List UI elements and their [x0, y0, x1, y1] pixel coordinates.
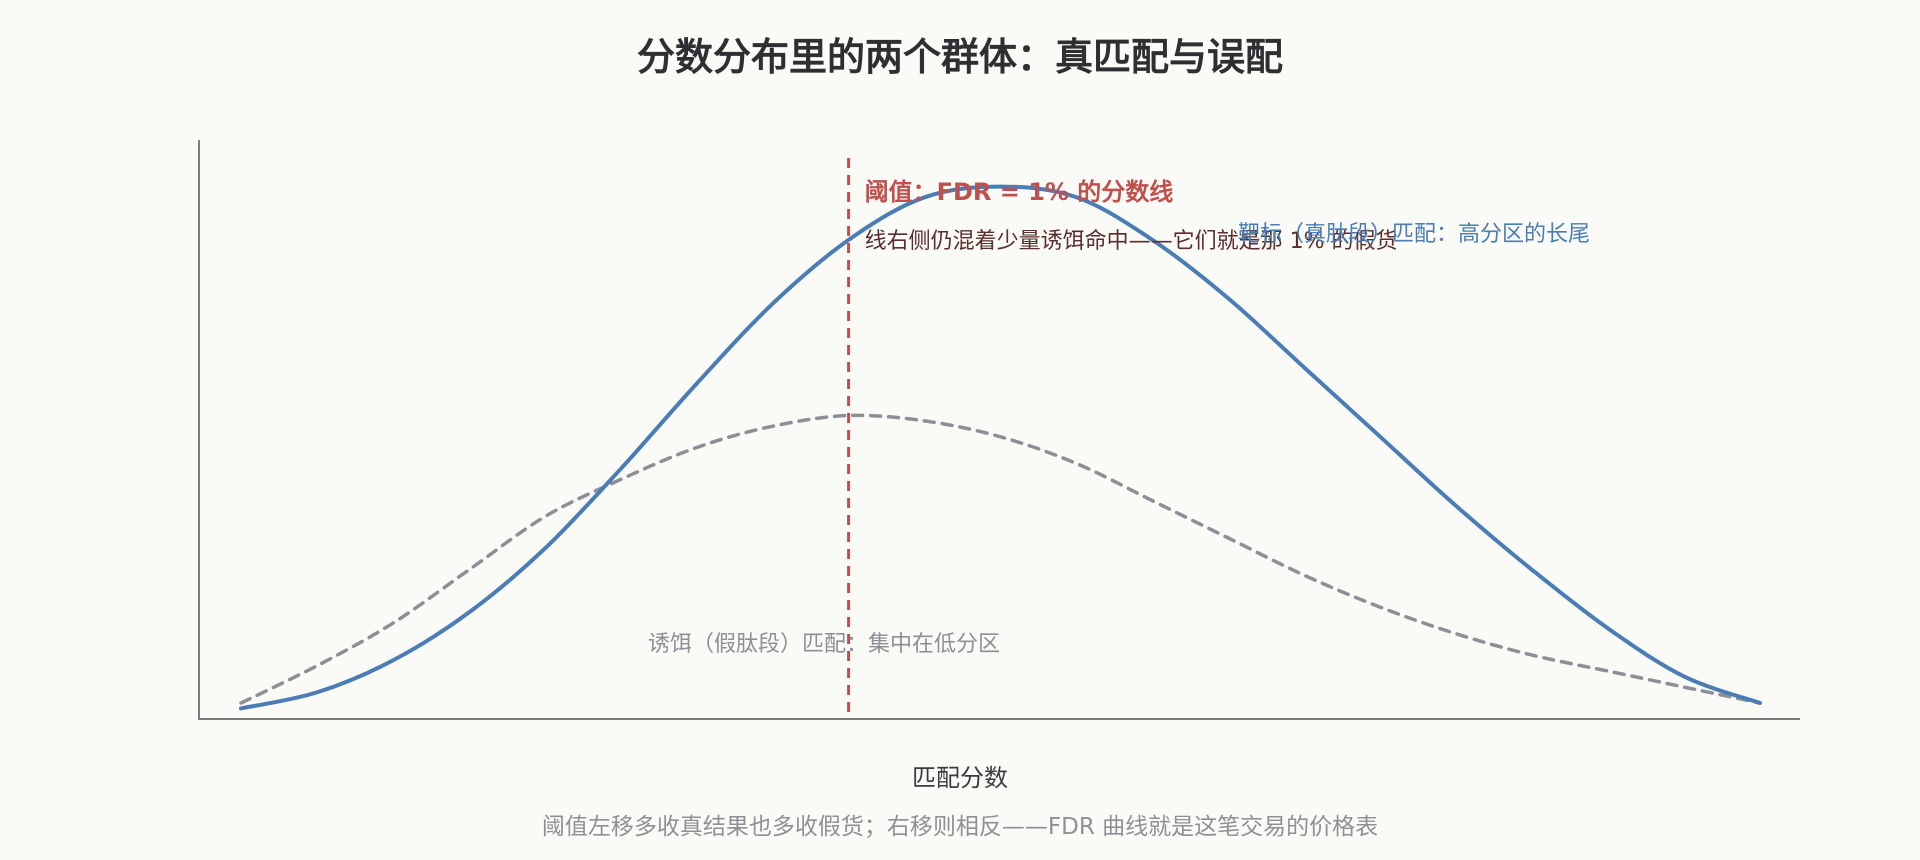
decoy-series-line — [239, 413, 1762, 705]
chart-title: 分数分布里的两个群体：真匹配与误配 — [636, 35, 1283, 79]
chart-caption: 阈值左移多收真结果也多收假货；右移则相反——FDR 曲线就是这笔交易的价格表 — [541, 814, 1379, 840]
x-axis-label: 匹配分数 — [912, 764, 1008, 792]
threshold-label: 阈值：FDR = 1% 的分数线 — [865, 178, 1174, 206]
threshold-note: 线右侧仍混着少量诱饵命中——它们就是那 1% 的假货 — [865, 229, 1398, 254]
target-series-label: 靶标（真肽段）匹配：高分区的长尾 — [1238, 222, 1590, 247]
target-series-line — [239, 184, 1762, 711]
decoy-series-label: 诱饵（假肽段）匹配：集中在低分区 — [648, 632, 1000, 657]
